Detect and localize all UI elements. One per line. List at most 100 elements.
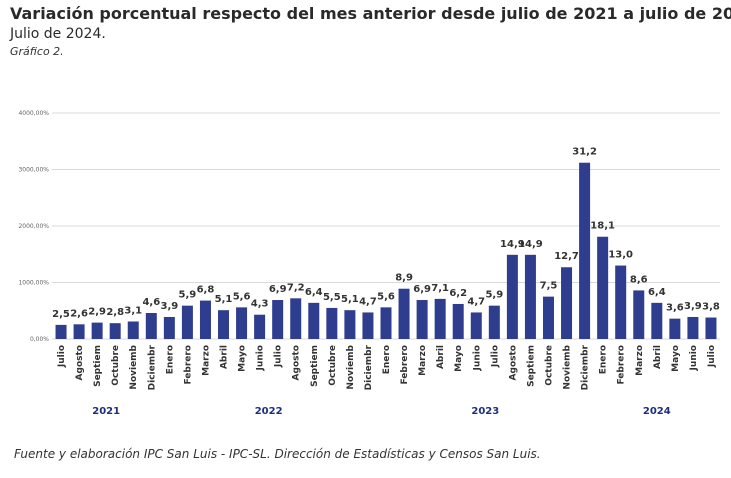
x-tick-label: Agosto [508, 345, 518, 380]
bar [308, 302, 320, 339]
bar [651, 302, 663, 339]
bar [127, 321, 139, 339]
data-label: 6,2 [449, 288, 467, 299]
data-label: 4,6 [142, 297, 160, 308]
x-tick-label: Abril [220, 345, 230, 369]
bar [542, 296, 554, 339]
data-label: 4,7 [467, 296, 485, 307]
chart-subtitle: Julio de 2024. [10, 26, 106, 42]
bar [416, 300, 428, 339]
bar [579, 162, 591, 339]
year-label: 2022 [255, 406, 283, 417]
data-label: 6,4 [305, 287, 323, 298]
data-label: 6,9 [269, 284, 287, 295]
x-tick-label: Diciembr [364, 344, 374, 390]
x-tick-label: Mayo [671, 345, 681, 372]
x-tick-label: Octubre [328, 345, 338, 386]
source-note: Fuente y elaboración IPC San Luis - IPC-… [14, 447, 541, 461]
x-tick-label: Enero [382, 345, 392, 374]
bar [380, 307, 392, 339]
data-label: 2,5 [52, 309, 70, 320]
x-tick-label: Marzo [201, 345, 211, 376]
data-label: 5,5 [323, 292, 341, 303]
x-tick-label: Octubre [544, 345, 554, 386]
bar [561, 267, 573, 339]
year-label: 2023 [471, 406, 499, 417]
bar [91, 322, 103, 339]
data-label: 18,1 [590, 221, 615, 232]
x-tick-label: Julio [57, 345, 67, 368]
data-label: 7,2 [287, 282, 305, 293]
figure-label: Gráfico 2. [10, 45, 64, 58]
bar [254, 314, 266, 339]
x-tick-label: Julio [707, 345, 717, 368]
x-tick-label: Septiem [93, 345, 103, 387]
x-tick-label: Noviemb [563, 344, 573, 389]
data-label: 6,8 [197, 285, 215, 296]
bar [236, 307, 248, 339]
x-tick-label: Septiem [310, 345, 320, 387]
bar [434, 298, 446, 339]
x-tick-label: Mayo [454, 345, 464, 372]
data-label: 4,7 [359, 296, 377, 307]
x-tick-label: Mayo [238, 345, 248, 372]
data-label: 3,1 [124, 305, 142, 316]
bar [163, 316, 175, 339]
bar [452, 303, 464, 339]
bar [344, 310, 356, 339]
data-label: 2,6 [70, 308, 88, 319]
data-label: 8,9 [395, 273, 413, 284]
bar [615, 265, 627, 339]
data-label: 2,9 [88, 307, 106, 318]
x-tick-label: Agosto [75, 345, 85, 380]
bar [109, 323, 121, 339]
bar [199, 300, 211, 339]
data-label: 5,1 [341, 294, 359, 305]
y-tick-label: 4000,00% [18, 110, 49, 117]
x-tick-label: Noviemb [129, 344, 139, 389]
data-label: 31,2 [572, 147, 597, 158]
y-tick-label: 1000,00% [18, 280, 49, 287]
data-label: 5,6 [233, 291, 251, 302]
bar [687, 316, 699, 339]
y-tick-label: 0,00% [30, 336, 49, 343]
bar [470, 312, 482, 339]
x-tick-label: Agosto [292, 345, 302, 380]
x-tick-label: Junio [256, 345, 266, 371]
data-label: 2,8 [106, 307, 124, 318]
x-tick-label: Abril [653, 345, 663, 369]
data-label: 4,3 [251, 299, 269, 310]
data-label: 5,9 [485, 290, 503, 301]
data-label: 3,9 [684, 301, 702, 312]
data-label: 12,7 [554, 251, 579, 262]
bar [145, 313, 157, 339]
x-tick-label: Febrero [400, 345, 410, 385]
bar [398, 288, 410, 339]
x-tick-label: Septiem [526, 345, 536, 387]
x-tick-label: Julio [274, 345, 284, 368]
bar [705, 317, 717, 339]
bar [633, 290, 645, 339]
x-tick-label: Febrero [617, 345, 627, 385]
chart-title: Variación porcentual respecto del mes an… [10, 4, 731, 23]
data-label: 8,6 [630, 274, 648, 285]
x-tick-label: Julio [490, 345, 500, 368]
data-label: 7,5 [540, 281, 558, 292]
x-tick-label: Junio [472, 345, 482, 371]
x-tick-label: Octubre [111, 345, 121, 386]
bar [272, 300, 284, 339]
x-tick-label: Abril [436, 345, 446, 369]
x-tick-label: Diciembr [147, 344, 157, 390]
bar [669, 318, 681, 339]
data-label: 3,6 [666, 303, 684, 314]
data-label: 14,9 [518, 239, 543, 250]
data-label: 14,9 [500, 239, 525, 250]
data-label: 5,9 [179, 290, 197, 301]
data-label: 5,1 [215, 294, 233, 305]
x-tick-label: Enero [165, 345, 175, 374]
data-label: 7,1 [431, 283, 449, 294]
x-tick-label: Febrero [183, 345, 193, 385]
bar [524, 254, 536, 339]
x-tick-label: Diciembr [581, 344, 591, 390]
